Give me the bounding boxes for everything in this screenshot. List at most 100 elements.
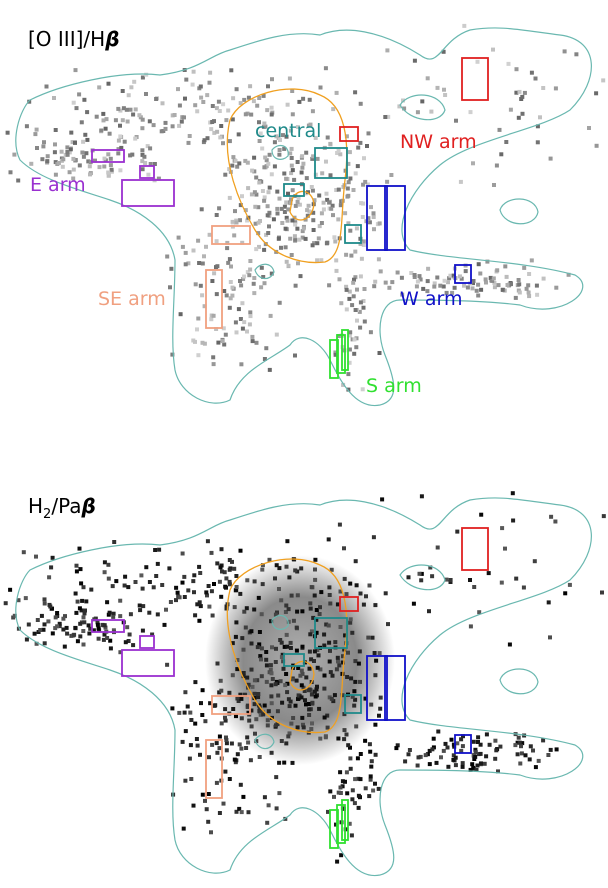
pixel: [108, 156, 113, 161]
pixel: [289, 156, 294, 160]
pixel: [83, 608, 87, 613]
pixel: [355, 318, 359, 323]
pixel: [217, 746, 222, 751]
pixel: [231, 155, 236, 160]
pixel: [239, 746, 244, 751]
pixel: [68, 147, 73, 152]
pixel: [140, 167, 145, 172]
pixel: [283, 245, 288, 250]
pixel: [218, 565, 223, 570]
pixel: [276, 693, 281, 698]
pixel: [260, 582, 265, 587]
pixel: [483, 277, 488, 282]
pixel: [225, 246, 230, 251]
pixel: [446, 280, 450, 285]
pixel: [327, 283, 332, 288]
pixel: [340, 660, 345, 665]
pixel: [356, 793, 361, 798]
pixel: [207, 604, 212, 609]
region-label: central: [255, 120, 321, 142]
pixel: [324, 622, 329, 627]
pixel: [313, 577, 318, 582]
pixel: [574, 52, 579, 57]
pixel: [446, 764, 451, 769]
pixel: [383, 280, 388, 285]
pixel: [240, 636, 245, 641]
pixel: [186, 261, 191, 266]
pixel: [53, 172, 58, 177]
pixel: [259, 265, 264, 270]
pixel: [154, 574, 159, 578]
pixel: [363, 179, 368, 184]
pixel: [322, 643, 327, 648]
pixel: [304, 176, 309, 181]
pixel: [310, 721, 314, 726]
pixel: [371, 535, 376, 540]
pixel: [64, 625, 69, 630]
pixel: [300, 644, 305, 649]
panel-title: H2/Paβ: [28, 494, 96, 522]
pixel: [186, 140, 191, 145]
pixel: [461, 734, 465, 739]
pixel: [52, 96, 56, 100]
pixel: [371, 788, 376, 793]
pixel: [198, 571, 203, 575]
pixel: [328, 789, 333, 794]
pixel: [319, 258, 324, 263]
pixel: [97, 165, 102, 170]
pixel: [286, 263, 291, 268]
pixel: [257, 120, 261, 125]
pixel: [223, 718, 228, 723]
pixel: [211, 313, 216, 318]
pixel: [227, 558, 232, 562]
pixel: [230, 641, 235, 646]
pixel: [88, 626, 93, 631]
pixel: [441, 748, 446, 753]
pixel: [303, 698, 307, 703]
pixel: [300, 165, 305, 170]
pixel: [520, 94, 525, 99]
pixel: [191, 579, 196, 584]
pixel: [288, 236, 293, 241]
pixel: [427, 609, 431, 614]
pixel: [322, 673, 327, 678]
pixel: [226, 260, 231, 265]
aperture: [283, 653, 305, 667]
pixel: [311, 210, 316, 215]
pixel: [373, 781, 377, 786]
pixel: [248, 758, 253, 763]
pixel: [254, 192, 259, 197]
pixel: [278, 638, 283, 642]
pixel: [600, 590, 604, 595]
pixel: [351, 280, 356, 285]
pixel: [301, 685, 306, 690]
pixel: [240, 194, 244, 199]
pixel: [315, 241, 320, 246]
aperture: [344, 694, 362, 714]
pixel: [269, 671, 274, 676]
aperture: [461, 57, 489, 101]
pixel: [368, 330, 373, 335]
pixel: [223, 172, 228, 177]
pixel: [119, 145, 124, 150]
pixel: [365, 182, 370, 187]
pixel: [221, 801, 226, 806]
pixel: [279, 245, 283, 250]
pixel: [61, 616, 66, 621]
pixel: [355, 756, 360, 761]
pixel: [274, 563, 279, 568]
aperture: [341, 329, 349, 371]
pixel: [290, 188, 295, 193]
pixel: [207, 755, 211, 760]
pixel: [118, 134, 123, 139]
pixel: [365, 144, 369, 148]
pixel: [348, 228, 353, 233]
pixel: [529, 70, 534, 75]
pixel: [352, 703, 357, 708]
aperture: [121, 649, 175, 677]
pixel: [324, 191, 329, 196]
pixel: [350, 797, 355, 802]
pixel: [252, 607, 257, 612]
pixel: [326, 809, 330, 814]
